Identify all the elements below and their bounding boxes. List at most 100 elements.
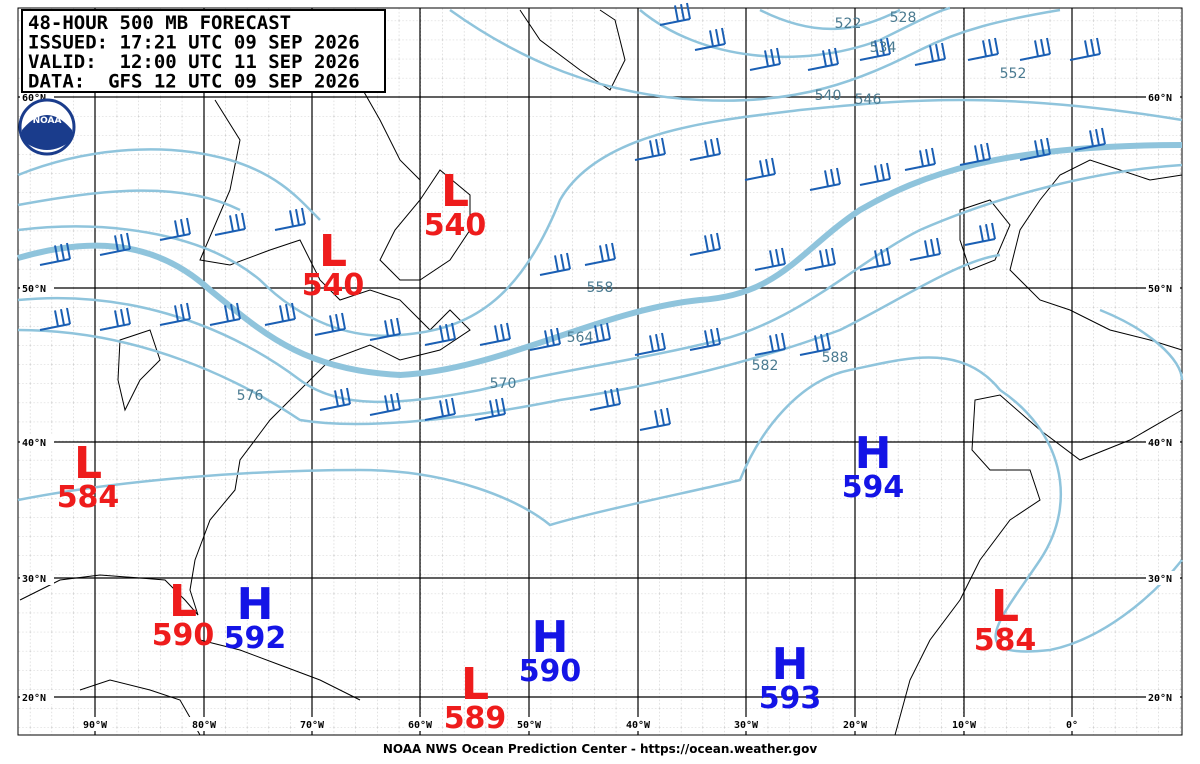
wind-barb [539, 252, 571, 276]
center-letter: H [532, 612, 569, 663]
latitude-label: 20°N [1148, 693, 1172, 704]
center-letter: L [461, 659, 489, 710]
longitude-label: 80°W [192, 720, 217, 731]
label-bg [188, 717, 220, 731]
wind-barb [424, 397, 456, 421]
center-value: 540 [302, 268, 365, 303]
latitude-label: 50°N [1148, 284, 1172, 295]
contour-labels: 522 528 534 540 546 552 558 564 570 576 582 588 [237, 10, 1027, 404]
label-bg [948, 717, 980, 731]
wind-barb [799, 332, 831, 356]
latitude-label: 60°N [22, 93, 46, 104]
center-value: 592 [224, 621, 287, 656]
wind-barb [159, 217, 191, 241]
contour-label: 582 [752, 358, 779, 374]
wind-barb [804, 247, 836, 271]
contour-label: 588 [822, 350, 849, 366]
contour-label: 558 [587, 280, 614, 296]
wind-barb [584, 242, 616, 266]
wind-barb [809, 167, 841, 191]
label-bg [20, 281, 54, 295]
contour-label: 552 [1000, 66, 1027, 82]
wind-barb [1019, 37, 1051, 61]
latitude-label: 20°N [22, 693, 46, 704]
contour-label: 540 [815, 88, 842, 104]
label-bg [1056, 717, 1088, 731]
wind-barbs [39, 2, 1106, 431]
contour-label: 564 [567, 330, 594, 346]
center-letter: H [237, 579, 274, 630]
title-line: VALID: 12:00 UTC 11 SEP 2026 [28, 51, 360, 73]
wind-barb [964, 222, 996, 246]
wind-barb [589, 387, 621, 411]
title-line: 48-HOUR 500 MB FORECAST [28, 12, 291, 34]
longitude-label: 50°W [517, 720, 542, 731]
center-value: 540 [424, 208, 487, 243]
contour-label: 546 [855, 92, 882, 108]
wind-barb [694, 27, 726, 51]
contours [17, 6, 1184, 653]
longitude-label: 0° [1066, 720, 1078, 731]
wind-barb [744, 157, 776, 181]
center-letter: L [991, 581, 1019, 632]
center-value: 589 [444, 701, 507, 736]
axis-labels: 60°N 60°N 50°N 50°N 40°N 40°N 30°N 30°N 20°N 20°N… [20, 90, 1180, 731]
wind-barb [959, 142, 991, 166]
label-bg [513, 717, 545, 731]
label-bg [1146, 690, 1180, 704]
label-bg [79, 717, 111, 731]
longitude-label: 90°W [83, 720, 108, 731]
center-value: 593 [759, 681, 822, 716]
wind-barb [807, 47, 839, 71]
coastlines [19, 9, 1183, 736]
wind-barb [529, 327, 561, 351]
wind-barb [99, 307, 131, 331]
wind-barb [1074, 127, 1106, 151]
center-value: 584 [57, 480, 120, 515]
wind-barb [689, 232, 721, 256]
wind-barb [369, 392, 401, 416]
wind-barb [967, 37, 999, 61]
wind-barb [689, 327, 721, 351]
wind-barb [319, 387, 351, 411]
footer: NOAA NWS Ocean Prediction Center - https… [383, 742, 817, 756]
wind-barb [274, 207, 306, 231]
wind-barb [99, 232, 131, 256]
center-value: 584 [974, 623, 1037, 658]
wind-barb [634, 137, 666, 161]
wind-barb [39, 242, 71, 266]
wind-barb [479, 322, 511, 346]
wind-barb [639, 407, 671, 431]
wind-barb [749, 47, 781, 71]
wind-barb [214, 212, 246, 236]
center-letter: L [319, 226, 347, 277]
longitude-label: 60°W [408, 720, 433, 731]
contour-label: 522 [835, 16, 862, 32]
contour-label: 576 [237, 388, 264, 404]
contour-label: 534 [870, 40, 897, 56]
label-bg [1146, 281, 1180, 295]
center-letter: L [169, 576, 197, 627]
wind-barb [1019, 137, 1051, 161]
latitude-label: 40°N [1148, 438, 1172, 449]
wind-barb [859, 247, 891, 271]
title-line: ISSUED: 17:21 UTC 09 SEP 2026 [28, 32, 360, 54]
label-bg [1146, 571, 1180, 585]
center-letter: L [74, 438, 102, 489]
label-bg [730, 717, 762, 731]
label-bg [404, 717, 436, 731]
wind-barb [754, 247, 786, 271]
contour-label: 570 [490, 376, 517, 392]
wind-barb [209, 302, 241, 326]
wind-barb [914, 42, 946, 66]
wind-barb [39, 307, 71, 331]
title-box [21, 9, 386, 93]
label-bg [622, 717, 654, 731]
label-bg [20, 571, 54, 585]
logo-text: NOAA [33, 116, 62, 126]
longitude-label: 20°W [843, 720, 868, 731]
wind-barb [689, 137, 721, 161]
noaa-logo: NOAA [18, 98, 76, 156]
